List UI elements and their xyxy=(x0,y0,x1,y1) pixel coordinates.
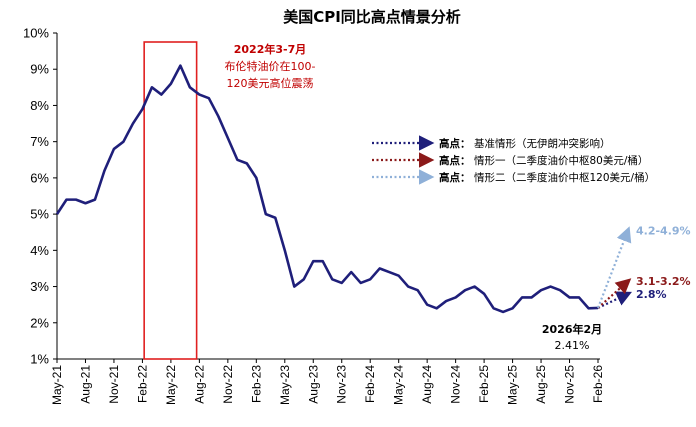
x-tick-label: May-23 xyxy=(278,365,292,405)
y-tick-label: 5% xyxy=(30,207,49,222)
scenario-end-label-base: 2.8% xyxy=(636,288,667,301)
legend-prefix-base: 高点： xyxy=(439,137,471,150)
legend-label-case2: 情形二（二季度油价中枢120美元/桶） xyxy=(474,171,655,184)
legend: 高点： 基准情形（无伊朗冲突影响） 高点： 情形一（二季度油价中枢80美元/桶）… xyxy=(372,135,655,185)
scenario-arrow-case2 xyxy=(596,226,632,309)
last-point-label-value: 2.41% xyxy=(555,339,590,352)
x-tick-label: May-25 xyxy=(506,365,520,405)
x-axis-ticks: May-21 Aug-21 Nov-21 Feb-22 May-22 Aug-22 Nov-… xyxy=(50,359,605,405)
y-axis-ticks: 1% 2% 3% 4% 5% 6% 7% 8% 9% 10% xyxy=(23,26,57,367)
x-tick-label: May-24 xyxy=(392,365,406,405)
x-tick-label: Nov-23 xyxy=(335,365,349,404)
y-tick-label: 3% xyxy=(30,279,49,294)
highlight-label-line3: 120美元高位震荡 xyxy=(227,76,314,90)
y-tick-label: 7% xyxy=(30,134,49,149)
x-tick-label: Nov-24 xyxy=(449,365,463,404)
scenario-end-label-case1: 3.1-3.2% xyxy=(636,275,691,288)
x-tick-label: Feb-26 xyxy=(591,365,605,403)
x-tick-label: Feb-22 xyxy=(135,365,149,403)
x-tick-label: Aug-25 xyxy=(534,365,548,404)
x-tick-label: Nov-25 xyxy=(563,365,577,404)
last-point-label-date: 2026年2月 xyxy=(542,322,602,336)
y-tick-label: 4% xyxy=(30,243,49,258)
axes xyxy=(56,33,600,360)
y-tick-label: 10% xyxy=(23,26,49,41)
scenario-arrow-base xyxy=(597,291,632,309)
legend-label-case1: 情形一（二季度油价中枢80美元/桶） xyxy=(474,154,648,167)
x-tick-label: May-21 xyxy=(50,365,64,405)
y-tick-label: 1% xyxy=(30,352,49,367)
scenario-end-label-case2: 4.2-4.9% xyxy=(636,224,691,237)
y-tick-label: 6% xyxy=(30,170,49,185)
y-tick-label: 2% xyxy=(30,315,49,330)
highlight-box xyxy=(143,41,198,360)
highlight-label-line1: 2022年3-7月 xyxy=(234,42,307,56)
x-tick-label: Nov-22 xyxy=(221,365,235,404)
cpi-series-line xyxy=(55,64,599,314)
x-tick-label: Aug-22 xyxy=(192,365,206,404)
legend-label-base: 基准情形（无伊朗冲突影响） xyxy=(474,137,611,150)
y-tick-label: 9% xyxy=(30,62,49,77)
x-tick-label: May-22 xyxy=(164,365,178,405)
legend-prefix-case1: 高点： xyxy=(439,154,471,167)
chart-title: 美国CPI同比高点情景分析 xyxy=(283,8,461,26)
x-tick-label: Nov-21 xyxy=(107,365,121,404)
legend-prefix-case2: 高点： xyxy=(439,171,471,184)
x-tick-label: Feb-25 xyxy=(477,365,491,403)
x-tick-label: Aug-21 xyxy=(78,365,92,404)
x-tick-label: Aug-24 xyxy=(420,365,434,404)
y-tick-label: 8% xyxy=(30,98,49,113)
highlight-label-line2: 布伦特油价在100- xyxy=(225,59,316,73)
x-tick-label: Feb-24 xyxy=(363,365,377,403)
x-tick-label: Feb-23 xyxy=(249,365,263,403)
x-tick-label: Aug-23 xyxy=(306,365,320,404)
